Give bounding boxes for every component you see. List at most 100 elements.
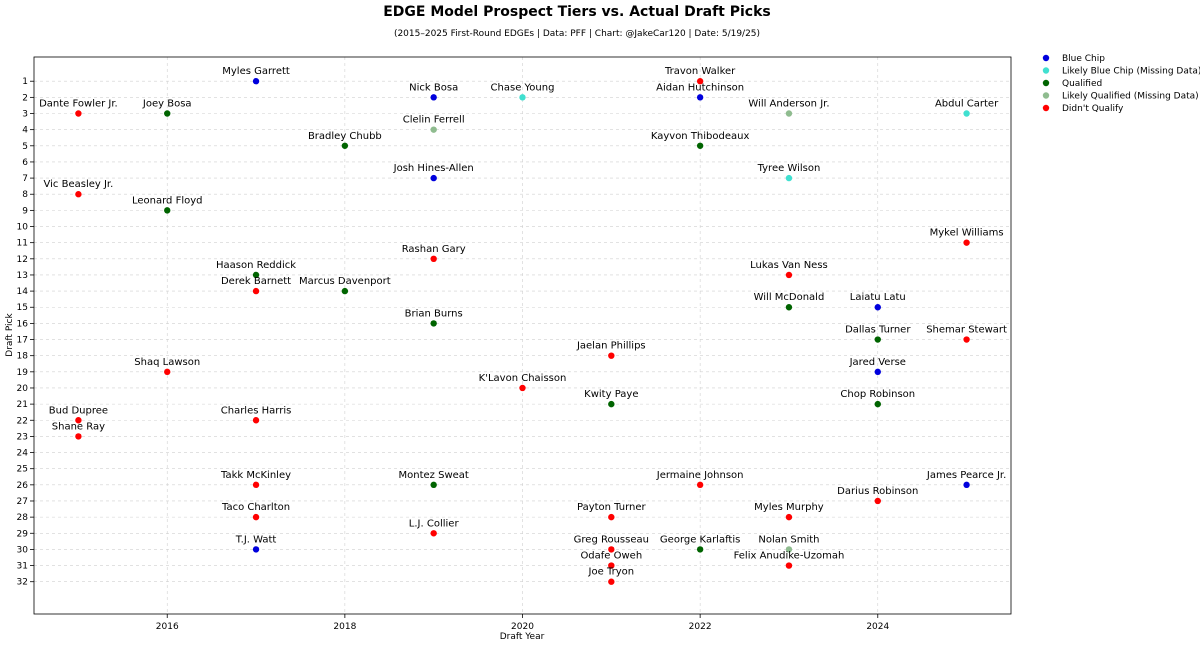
y-tick-label: 18: [17, 352, 29, 362]
data-point: [874, 304, 881, 311]
x-tick-label: 2022: [689, 622, 712, 632]
point-label: T.J. Watt: [235, 534, 277, 545]
data-point: [341, 142, 349, 149]
data-point: [75, 433, 82, 440]
point-label: Charles Harris: [221, 405, 292, 416]
data-point: [252, 513, 260, 521]
data-point: [164, 207, 171, 214]
point-label: Mykel Williams: [930, 228, 1004, 239]
data-point: [252, 271, 260, 279]
data-point: [164, 368, 171, 376]
data-point: [75, 417, 82, 424]
y-tick-label: 29: [17, 529, 29, 539]
y-tick-label: 19: [17, 368, 29, 378]
point-label: K'Lavon Chaisson: [479, 373, 567, 384]
y-tick-label: 1: [22, 77, 28, 87]
data-point: [252, 287, 260, 295]
x-tick-label: 2016: [156, 622, 179, 632]
data-point: [874, 497, 881, 505]
data-point: [785, 174, 793, 182]
y-tick-label: 2: [22, 93, 28, 103]
y-tick-label: 5: [22, 142, 28, 152]
data-point: [608, 513, 615, 521]
y-tick-label: 11: [17, 239, 28, 249]
data-point: [430, 126, 437, 133]
data-point: [430, 94, 437, 101]
data-point: [696, 78, 704, 85]
point-label: Chase Young: [491, 82, 555, 93]
data-point: [519, 384, 526, 392]
legend-marker: [1042, 54, 1050, 62]
point-label: Aidan Hutchinson: [656, 82, 744, 93]
legend-entry-label: Didn't Qualify: [1062, 104, 1124, 114]
data-point: [608, 352, 615, 359]
data-point: [785, 546, 793, 553]
point-label: Laiatu Latu: [850, 292, 906, 303]
data-point: [75, 191, 82, 198]
x-tick-label: 2018: [333, 622, 356, 632]
point-label: Dallas Turner: [845, 325, 911, 336]
point-label: Vic Beasley Jr.: [44, 179, 114, 190]
point-label: Derek Barnett: [221, 276, 291, 287]
y-tick-label: 30: [17, 545, 29, 555]
data-point: [963, 239, 970, 246]
y-tick-label: 28: [17, 513, 29, 523]
y-tick-label: 32: [17, 578, 28, 588]
data-point: [252, 481, 260, 489]
y-tick-label: 16: [17, 319, 29, 329]
y-tick-label: 24: [17, 449, 29, 459]
data-point: [519, 94, 526, 101]
legend-entry-label: Likely Blue Chip (Missing Data): [1062, 67, 1200, 77]
data-point: [75, 110, 82, 117]
point-labels: Dante Fowler Jr. Vic Beasley Jr. Bud Dupre…: [39, 66, 1007, 577]
data-point: [785, 110, 793, 117]
y-tick-label: 6: [22, 158, 28, 168]
y-tick-label: 14: [17, 287, 29, 297]
y-tick-label: 21: [17, 400, 28, 410]
legend-marker: [1042, 67, 1050, 74]
y-tick-label: 25: [17, 465, 28, 475]
point-label: Will Anderson Jr.: [748, 99, 829, 110]
point-label: Tyree Wilson: [757, 163, 821, 174]
y-axis-label: Draft Pick: [5, 312, 15, 356]
data-point: [874, 368, 881, 376]
point-label: Montez Sweat: [399, 470, 469, 481]
data-point: [785, 304, 793, 311]
point-label: Chop Robinson: [840, 389, 915, 400]
y-tick-label: 26: [17, 481, 29, 491]
data-point: [963, 481, 970, 489]
data-point: [252, 78, 260, 85]
point-label: Jaelan Phillips: [576, 341, 646, 352]
point-label: Leonard Floyd: [132, 195, 203, 206]
data-point: [430, 320, 437, 327]
point-label: Joe Tryon: [588, 567, 635, 578]
y-tick-label: 9: [22, 206, 28, 216]
point-label: Nolan Smith: [758, 534, 819, 545]
data-point: [696, 546, 704, 553]
y-tick-label: 27: [17, 497, 28, 507]
data-point: [430, 174, 437, 182]
point-label: Darius Robinson: [837, 486, 918, 497]
y-tick-label: 7: [22, 174, 28, 184]
data-point: [341, 287, 349, 295]
point-label: Haason Reddick: [216, 260, 296, 271]
data-point: [252, 417, 260, 424]
point-label: Josh Hines-Allen: [393, 163, 474, 174]
point-label: Jared Verse: [849, 357, 906, 368]
point-label: Felix Anudike-Uzomah: [734, 551, 845, 562]
chart-subtitle: (2015–2025 First-Round EDGEs | Data: PFF…: [394, 29, 760, 39]
data-point: [252, 546, 260, 553]
data-point: [608, 546, 615, 553]
gridlines: [34, 57, 1011, 614]
legend-marker: [1042, 79, 1050, 87]
point-label: Myles Murphy: [754, 502, 824, 513]
data-point: [785, 513, 793, 521]
point-label: Taco Charlton: [221, 502, 290, 513]
x-tick-label: 2024: [866, 622, 889, 632]
point-label: Travon Walker: [664, 66, 736, 77]
axis-ticks: 2016 2018 2020 2022 202412345678910111213141…: [17, 77, 890, 632]
point-label: Joey Bosa: [142, 99, 192, 110]
y-tick-label: 31: [17, 562, 28, 572]
y-tick-label: 12: [17, 255, 28, 265]
